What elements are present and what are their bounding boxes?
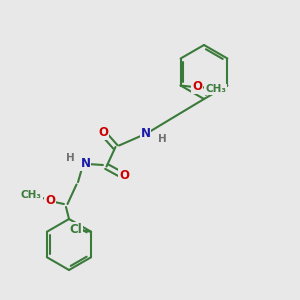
Text: O: O: [45, 194, 56, 207]
Text: O: O: [192, 80, 202, 94]
Text: N: N: [80, 157, 91, 170]
Text: H: H: [66, 153, 75, 163]
Text: O: O: [98, 126, 109, 139]
Text: H: H: [158, 134, 166, 144]
Text: CH₃: CH₃: [205, 84, 226, 94]
Text: N: N: [140, 127, 151, 140]
Text: O: O: [119, 169, 129, 182]
Text: CH₃: CH₃: [21, 190, 42, 200]
Text: Cl: Cl: [69, 223, 82, 236]
